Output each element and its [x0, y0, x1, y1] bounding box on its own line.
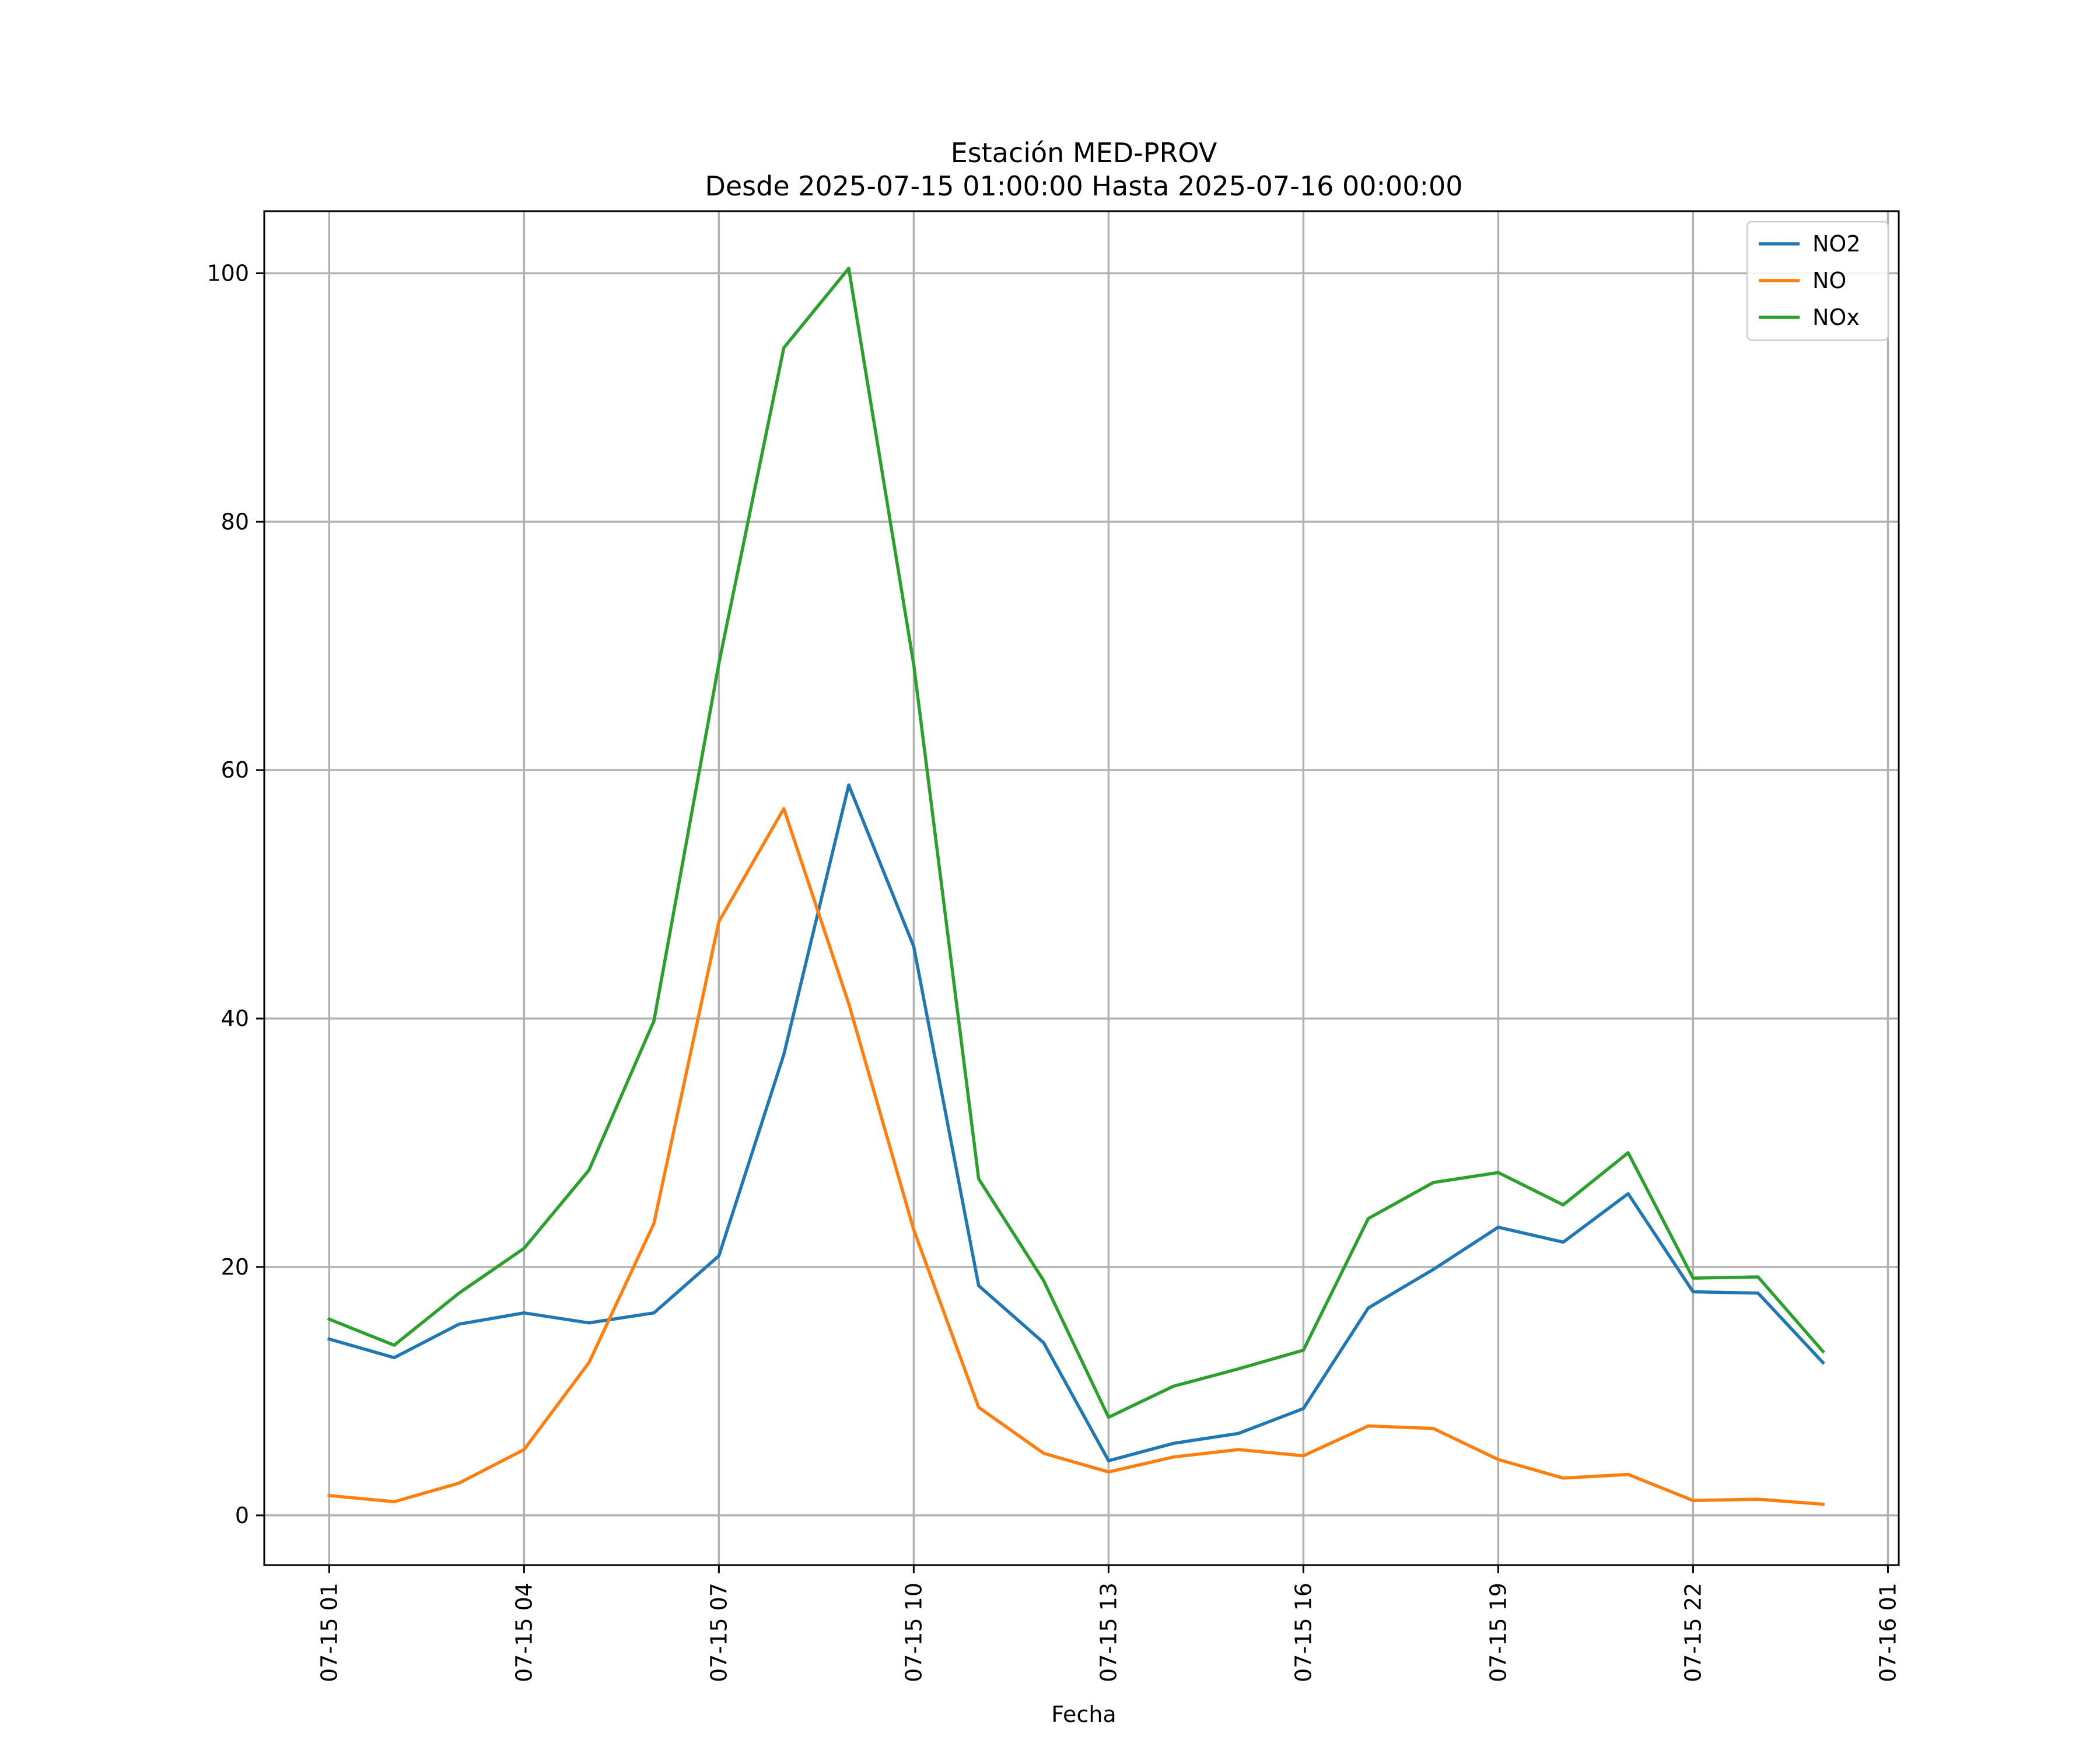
grid: [264, 211, 1899, 1565]
x-tick-label: 07-15 10: [901, 1583, 926, 1682]
x-tick-label: 07-15 13: [1096, 1583, 1121, 1682]
x-tick-label: 07-15 19: [1485, 1583, 1511, 1682]
legend: NO2 NO NOx: [1746, 220, 1889, 341]
x-tick-label: 07-15 16: [1290, 1583, 1316, 1682]
y-tick-label: 60: [221, 757, 249, 783]
x-tick-label: 07-15 01: [316, 1583, 342, 1682]
series-line-no: [327, 807, 1825, 1506]
axis-ticks: 07-15 01 07-15 04 07-15 07 07-15 10 07-15 13…: [206, 260, 1901, 1682]
y-tick-label: 20: [221, 1254, 249, 1280]
chart-title-line-1: Estación MED-PROV: [951, 137, 1217, 169]
x-tick-label: 07-16 01: [1875, 1583, 1901, 1682]
y-tick-label: 100: [206, 260, 249, 286]
series-line-no2: [327, 783, 1825, 1462]
legend-label-nox: NOx: [1812, 304, 1860, 330]
x-tick-label: 07-15 22: [1680, 1583, 1706, 1682]
legend-label-no2: NO2: [1812, 231, 1861, 257]
plot-area-frame: [263, 210, 1900, 1566]
chart-title-line-2: Desde 2025-07-15 01:00:00 Hasta 2025-07-…: [705, 170, 1462, 202]
legend-label-no: NO: [1812, 268, 1846, 293]
x-tick-label: 07-15 07: [706, 1583, 732, 1682]
y-tick-label: 40: [221, 1006, 249, 1031]
series-line-nox: [327, 267, 1825, 1419]
y-tick-label: 80: [221, 509, 249, 534]
legend-box: [1746, 220, 1889, 341]
x-tick-label: 07-15 04: [511, 1583, 537, 1682]
y-tick-label: 0: [235, 1503, 249, 1528]
x-axis-label: Fecha: [1051, 1702, 1116, 1727]
series-lines: [327, 267, 1825, 1506]
